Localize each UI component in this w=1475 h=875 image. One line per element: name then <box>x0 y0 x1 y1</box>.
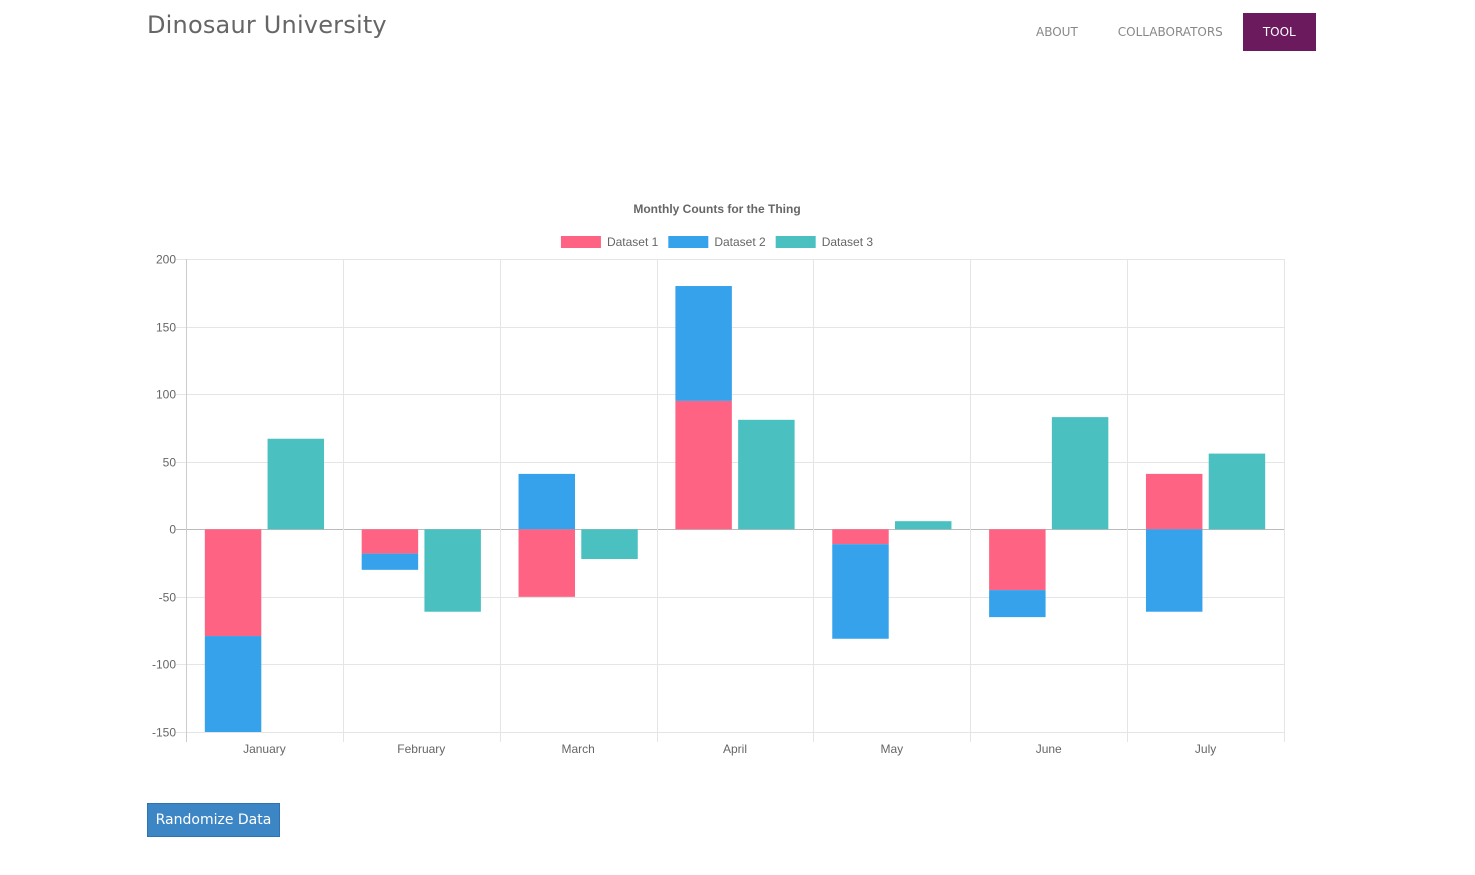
y-tick-label: 200 <box>156 253 176 267</box>
x-tick-label: January <box>243 742 286 756</box>
bar-dataset-3-march <box>581 529 638 560</box>
y-tick-label: -100 <box>152 658 176 672</box>
y-tick-label: 100 <box>156 388 176 402</box>
bar-dataset-3-april <box>738 419 795 530</box>
chart-axes: 200 150 100 50 0 -50 -100 -150 January February Ma… <box>152 253 1216 757</box>
legend-swatch-dataset-3 <box>775 236 816 248</box>
legend-swatch-dataset-2 <box>668 236 709 248</box>
bar-dataset-1-may <box>832 529 889 545</box>
bar-dataset-3-january <box>267 438 325 530</box>
x-tick-label: March <box>561 742 594 756</box>
y-tick-label: -50 <box>159 591 177 605</box>
bar-dataset-2-june <box>989 590 1046 618</box>
bar-dataset-3-july <box>1208 453 1266 530</box>
y-tick-label: 150 <box>156 321 176 335</box>
chart-legend: Dataset 1 Dataset 2 Dataset 3 <box>560 235 874 249</box>
bar-dataset-2-july <box>1145 529 1203 612</box>
bar-dataset-1-july <box>1145 473 1203 530</box>
legend-label: Dataset 3 <box>822 235 874 249</box>
legend-label: Dataset 1 <box>607 235 659 249</box>
nav-collaborators[interactable]: Collaborators <box>1117 25 1223 39</box>
nav-about[interactable]: About <box>1036 25 1078 39</box>
chart-title: Monthly Counts for the Thing <box>633 202 800 216</box>
bar-dataset-3-may <box>894 521 952 530</box>
bar-dataset-2-april <box>675 286 732 401</box>
bar-dataset-2-may <box>832 544 889 639</box>
bar-dataset-2-january <box>204 636 262 732</box>
chart-bars <box>204 286 1266 732</box>
bar-dataset-2-february <box>361 553 419 570</box>
y-tick-label: 50 <box>163 456 177 470</box>
site-brand[interactable]: Dinosaur University <box>147 11 387 39</box>
nav-tool[interactable]: Tool <box>1242 13 1316 51</box>
bar-dataset-1-april <box>675 400 732 530</box>
bar-dataset-1-january <box>204 529 262 637</box>
x-tick-label: May <box>881 742 904 756</box>
bar-dataset-1-march <box>518 529 576 597</box>
randomize-data-button[interactable]: Randomize Data <box>147 803 280 837</box>
legend-swatch-dataset-1 <box>560 236 601 248</box>
x-tick-label: April <box>723 742 747 756</box>
y-tick-label: -150 <box>152 726 176 740</box>
bar-dataset-2-march <box>518 473 576 530</box>
main-nav: About Collaborators Tool <box>1016 13 1316 51</box>
y-tick-label: 0 <box>169 523 176 537</box>
bar-dataset-3-february <box>424 529 481 612</box>
bar-dataset-3-june <box>1051 417 1109 530</box>
legend-label: Dataset 2 <box>714 235 766 249</box>
x-tick-label: February <box>397 742 445 756</box>
x-tick-label: June <box>1036 742 1062 756</box>
bar-dataset-1-june <box>989 529 1046 591</box>
bar-dataset-1-february <box>361 529 419 554</box>
x-tick-label: July <box>1195 742 1216 756</box>
